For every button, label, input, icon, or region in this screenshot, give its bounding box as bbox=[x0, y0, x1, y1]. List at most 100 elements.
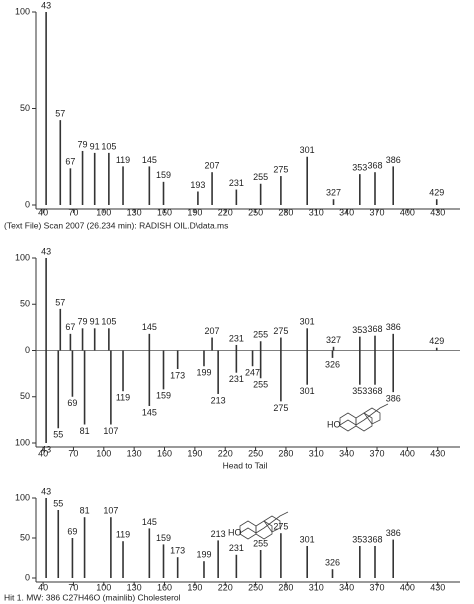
peak-label: 231 bbox=[229, 333, 244, 343]
peak-label: 43 bbox=[41, 486, 51, 496]
peak-label: 81 bbox=[80, 506, 90, 516]
peak-label: 213 bbox=[211, 395, 226, 405]
y-tick-label: 0 bbox=[25, 345, 30, 355]
peak-label: 213 bbox=[211, 529, 226, 539]
x-tick-label: 40 bbox=[38, 582, 48, 592]
x-tick-label: 250 bbox=[248, 582, 263, 592]
peak-label: 207 bbox=[205, 161, 220, 171]
peak-label: 91 bbox=[90, 141, 100, 151]
x-tick-label: 130 bbox=[127, 582, 142, 592]
peak-label: 386 bbox=[386, 394, 401, 404]
caption: Hit 1. MW: 386 C27H46O (mainlib) Cholest… bbox=[4, 592, 181, 602]
peak-label: 353 bbox=[352, 162, 367, 172]
x-tick-label: 250 bbox=[248, 448, 263, 458]
x-tick-label: 190 bbox=[187, 582, 202, 592]
structure bbox=[239, 403, 389, 540]
peak-label: 91 bbox=[90, 317, 100, 327]
x-tick-label: 220 bbox=[218, 582, 233, 592]
peak-label: 247 bbox=[245, 368, 260, 378]
peak-label: 105 bbox=[101, 317, 116, 327]
x-tick-label: 40 bbox=[38, 448, 48, 458]
x-tick-label: 430 bbox=[430, 448, 445, 458]
y-tick-label: 50 bbox=[20, 532, 30, 542]
y-tick-label: 100 bbox=[15, 437, 30, 447]
structure-drawing bbox=[339, 403, 389, 426]
peak-label: 107 bbox=[103, 426, 118, 436]
peak-label: 119 bbox=[116, 155, 130, 165]
peak-label: 199 bbox=[196, 368, 211, 378]
peak-label: 301 bbox=[300, 386, 315, 396]
peak-label: 386 bbox=[386, 322, 401, 332]
peak-label: 275 bbox=[273, 522, 288, 532]
peak-label: 145 bbox=[142, 517, 157, 527]
peak-label: 159 bbox=[156, 533, 171, 543]
y-tick-label: 100 bbox=[15, 6, 30, 16]
structure-drawing bbox=[239, 511, 289, 534]
x-tick-label: 220 bbox=[218, 448, 233, 458]
structure-label: HO bbox=[327, 419, 341, 429]
peak-label: 386 bbox=[386, 155, 401, 165]
x-tick-label: 100 bbox=[96, 207, 111, 217]
x-tick-label: 370 bbox=[370, 448, 385, 458]
peak-label: 275 bbox=[273, 164, 288, 174]
peak-label: 119 bbox=[116, 530, 130, 540]
peak-label: 301 bbox=[300, 145, 315, 155]
peak-label: 79 bbox=[78, 317, 88, 327]
peak-label: 43 bbox=[41, 0, 51, 10]
peak-label: 193 bbox=[190, 180, 205, 190]
peak-label: 231 bbox=[229, 543, 244, 553]
structure-ring bbox=[339, 412, 357, 432]
peak-label: 368 bbox=[367, 324, 382, 334]
x-tick-label: 160 bbox=[157, 448, 172, 458]
peak-label: 173 bbox=[170, 546, 185, 556]
peak-label: 327 bbox=[326, 335, 341, 345]
x-tick-label: 40 bbox=[38, 207, 48, 217]
x-tick-label: 70 bbox=[68, 582, 78, 592]
peak-label: 145 bbox=[142, 322, 157, 332]
peak-label: 105 bbox=[101, 141, 116, 151]
peak-label: 255 bbox=[253, 380, 268, 390]
peak-label: 368 bbox=[367, 386, 382, 396]
peak-label: 57 bbox=[55, 297, 65, 307]
x-tick-label: 340 bbox=[339, 448, 354, 458]
peak-label: 368 bbox=[367, 534, 382, 544]
peak-label: 326 bbox=[325, 359, 340, 369]
x-tick-label: 130 bbox=[127, 207, 142, 217]
x-tick-label: 280 bbox=[278, 448, 293, 458]
caption: (Text File) Scan 2007 (26.234 min): RADI… bbox=[4, 220, 228, 230]
peak-label: 159 bbox=[156, 170, 171, 180]
peak-label: 69 bbox=[67, 398, 77, 408]
peak-label: 429 bbox=[429, 336, 444, 346]
x-tick-label: 400 bbox=[400, 448, 415, 458]
x-tick-label: 430 bbox=[430, 207, 445, 217]
peak-label: 159 bbox=[156, 391, 171, 401]
peak-label: 107 bbox=[103, 506, 118, 516]
peak-label: 353 bbox=[352, 325, 367, 335]
x-tick-label: 370 bbox=[370, 582, 385, 592]
peak-label: 275 bbox=[273, 403, 288, 413]
x-tick-label: 190 bbox=[187, 448, 202, 458]
peak-label: 57 bbox=[55, 108, 65, 118]
x-tick-label: 70 bbox=[68, 207, 78, 217]
peak-label: 67 bbox=[65, 322, 75, 332]
x-tick-label: 430 bbox=[430, 582, 445, 592]
peak-label: 429 bbox=[429, 188, 444, 198]
y-tick-label: 100 bbox=[15, 252, 30, 262]
x-tick-label: 220 bbox=[218, 207, 233, 217]
structure-label: HO bbox=[228, 527, 242, 537]
x-tick-label: 280 bbox=[278, 207, 293, 217]
x-tick-label: 310 bbox=[309, 582, 324, 592]
x-tick-label: 130 bbox=[127, 448, 142, 458]
x-tick-label: 340 bbox=[339, 582, 354, 592]
peak-label: 231 bbox=[229, 178, 244, 188]
peak-label: 368 bbox=[367, 161, 382, 171]
peak-label: 43 bbox=[41, 444, 51, 454]
y-tick-label: 50 bbox=[20, 299, 30, 309]
peak-label: 207 bbox=[205, 326, 220, 336]
x-tick-label: 160 bbox=[157, 582, 172, 592]
x-tick-label: 340 bbox=[339, 207, 354, 217]
peak-label: 353 bbox=[352, 534, 367, 544]
structure-ring bbox=[263, 515, 281, 533]
peak-label: 81 bbox=[80, 426, 90, 436]
